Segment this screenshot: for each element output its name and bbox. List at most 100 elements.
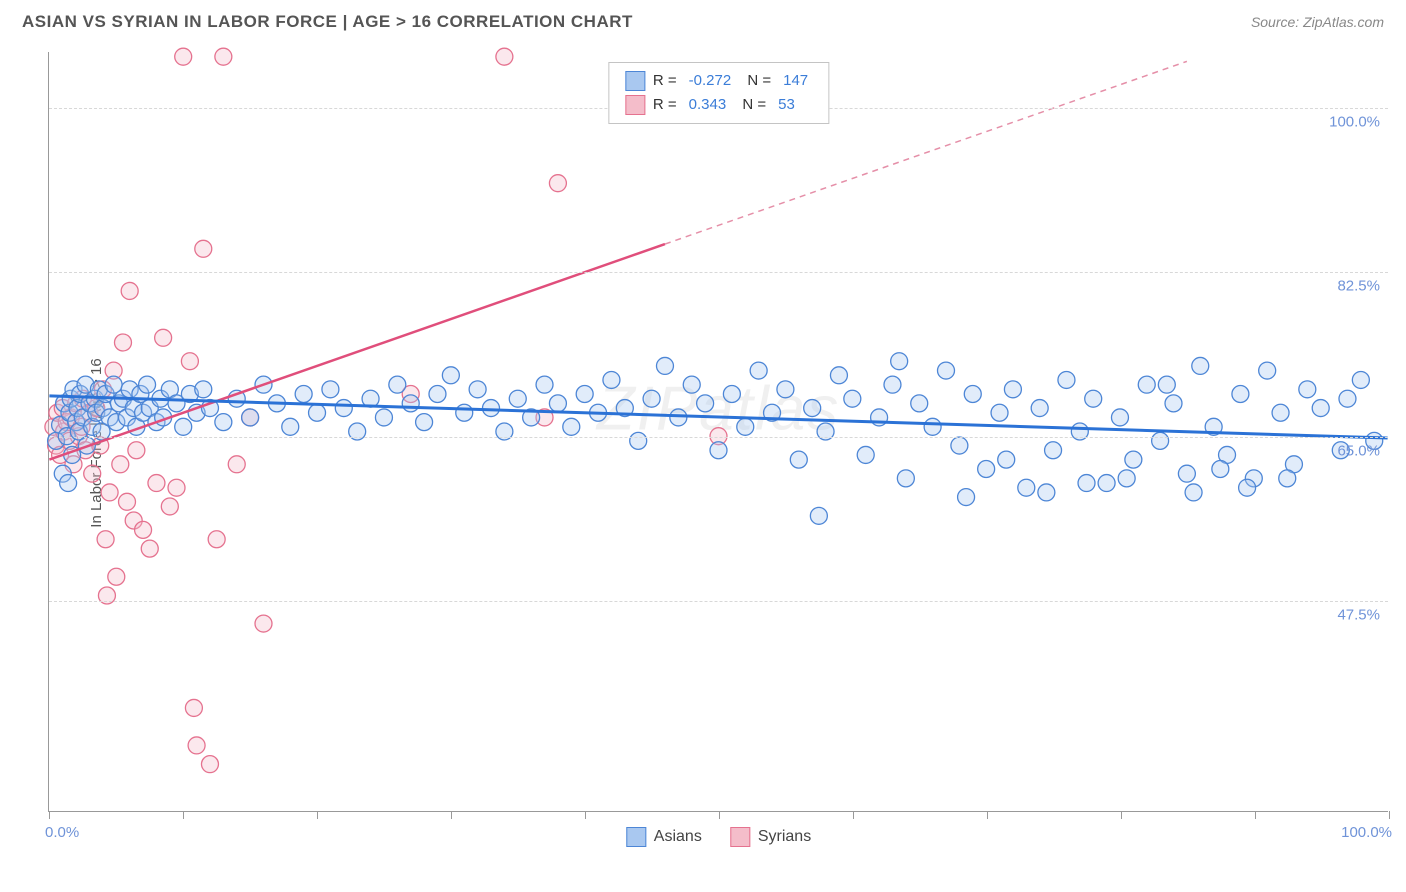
scatter-point [469,381,486,398]
chart-container: In Labor Force | Age > 16 ZIPatlas R = -… [48,48,1388,838]
x-tick [853,811,854,819]
scatter-point [998,451,1015,468]
scatter-point [924,418,941,435]
scatter-point [215,48,232,65]
scatter-point [697,395,714,412]
x-tick [451,811,452,819]
scatter-point [175,418,192,435]
scatter-point [810,507,827,524]
scatter-point [97,531,114,548]
scatter-point [119,493,136,510]
scatter-point [255,615,272,632]
scatter-point [402,395,419,412]
scatter-point [496,48,513,65]
x-tick [719,811,720,819]
scatter-point [375,409,392,426]
x-tick [1255,811,1256,819]
scatter-point [161,498,178,515]
scatter-point [456,404,473,421]
scatter-point [282,418,299,435]
scatter-point [576,386,593,403]
swatch-asians-icon [626,827,646,847]
scatter-point [483,400,500,417]
scatter-point [549,175,566,192]
chart-header: ASIAN VS SYRIAN IN LABOR FORCE | AGE > 1… [0,0,1406,40]
scatter-point [155,329,172,346]
scatter-point [128,442,145,459]
scatter-point [777,381,794,398]
gridline-h [49,437,1388,438]
x-tick [1121,811,1122,819]
x-tick [585,811,586,819]
scatter-point [195,381,212,398]
legend-item-syrians: Syrians [730,827,811,847]
scatter-point [1031,400,1048,417]
scatter-point [208,531,225,548]
scatter-point [897,470,914,487]
scatter-point [108,568,125,585]
scatter-point [1178,465,1195,482]
legend-label-syrians: Syrians [758,828,811,846]
swatch-syrians [625,95,645,115]
scatter-point [416,414,433,431]
scatter-point [549,395,566,412]
scatter-point [114,334,131,351]
scatter-svg [49,52,1388,811]
y-tick-label: 65.0% [1337,442,1380,459]
scatter-point [181,353,198,370]
scatter-point [1018,479,1035,496]
legend-row-syrians: R = 0.343 N = 53 [625,93,812,117]
scatter-point [790,451,807,468]
scatter-point [750,362,767,379]
scatter-point [1279,470,1296,487]
scatter-point [60,475,77,492]
legend-correlation-box: R = -0.272 N = 147 R = 0.343 N = 53 [608,62,829,124]
y-tick-label: 82.5% [1337,278,1380,295]
scatter-point [1352,371,1369,388]
x-tick [1389,811,1390,819]
legend-item-asians: Asians [626,827,702,847]
scatter-point [1232,386,1249,403]
scatter-point [844,390,861,407]
legend-label-asians: Asians [654,828,702,846]
scatter-point [951,437,968,454]
scatter-point [228,456,245,473]
scatter-point [891,353,908,370]
scatter-point [830,367,847,384]
scatter-point [1118,470,1135,487]
chart-title: ASIAN VS SYRIAN IN LABOR FORCE | AGE > 1… [22,12,633,32]
scatter-point [1152,432,1169,449]
scatter-point [1085,390,1102,407]
scatter-point [884,376,901,393]
scatter-point [242,409,259,426]
scatter-point [536,376,553,393]
scatter-point [1078,475,1095,492]
scatter-point [201,756,218,773]
scatter-point [295,386,312,403]
scatter-point [723,386,740,403]
x-tick [317,811,318,819]
swatch-syrians-icon [730,827,750,847]
swatch-asians [625,71,645,91]
scatter-point [1038,484,1055,501]
scatter-point [215,414,232,431]
scatter-point [563,418,580,435]
x-tick-left: 0.0% [45,824,79,841]
scatter-point [135,521,152,538]
scatter-point [121,282,138,299]
x-tick [49,811,50,819]
scatter-point [978,460,995,477]
scatter-point [168,479,185,496]
scatter-point [1299,381,1316,398]
scatter-point [195,240,212,257]
scatter-point [1045,442,1062,459]
scatter-point [737,418,754,435]
scatter-point [139,376,156,393]
scatter-point [683,376,700,393]
scatter-point [84,465,101,482]
scatter-point [958,489,975,506]
x-tick [183,811,184,819]
scatter-point [509,390,526,407]
scatter-point [1098,475,1115,492]
legend-row-asians: R = -0.272 N = 147 [625,69,812,93]
